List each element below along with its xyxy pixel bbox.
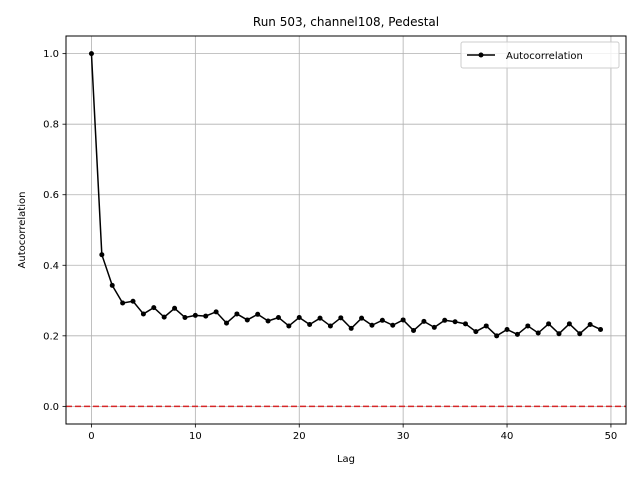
- data-point: [296, 314, 302, 320]
- data-point: [379, 317, 385, 323]
- x-tick-label: 10: [189, 431, 202, 442]
- plot-area-frame: [65, 35, 627, 425]
- data-point: [265, 318, 271, 324]
- data-point: [88, 51, 94, 57]
- x-axis-ticks: 0 10 20 30 40 50: [88, 424, 617, 442]
- data-point: [317, 315, 323, 321]
- data-point: [400, 317, 406, 323]
- data-point: [203, 313, 209, 319]
- data-point: [462, 321, 468, 327]
- y-axis-ticks: 0.0 0.2 0.4 0.6 0.8 1.0: [43, 49, 66, 413]
- data-point: [431, 324, 437, 330]
- y-tick-label: 0.8: [43, 120, 59, 131]
- data-point: [348, 325, 354, 331]
- data-series: [88, 51, 604, 339]
- x-tick-label: 20: [293, 431, 306, 442]
- data-point: [172, 305, 178, 311]
- data-point: [307, 322, 313, 328]
- data-point: [244, 317, 250, 323]
- data-point: [390, 322, 396, 328]
- legend-marker-sample: [478, 52, 484, 58]
- data-point: [224, 320, 230, 326]
- data-point: [598, 326, 604, 332]
- data-point: [109, 282, 115, 288]
- x-tick-label: 50: [605, 431, 618, 442]
- data-point: [234, 311, 240, 317]
- data-point: [338, 315, 344, 321]
- y-tick-label: 0.6: [43, 190, 59, 201]
- data-point: [494, 333, 500, 339]
- data-point: [359, 315, 365, 321]
- data-point: [514, 331, 520, 337]
- x-tick-label: 40: [501, 431, 514, 442]
- y-axis-label: Autocorrelation: [17, 192, 28, 269]
- x-tick-label: 0: [88, 431, 94, 442]
- data-point: [483, 323, 489, 329]
- data-point: [327, 323, 333, 329]
- data-point: [161, 314, 167, 320]
- data-point: [546, 321, 552, 327]
- legend: Autocorrelation: [460, 41, 620, 69]
- data-point: [442, 317, 448, 323]
- data-point: [140, 311, 146, 317]
- data-point: [192, 312, 198, 318]
- data-point: [99, 252, 105, 258]
- data-point: [535, 330, 541, 336]
- data-point: [286, 323, 292, 329]
- data-point: [452, 319, 458, 325]
- data-point: [411, 328, 417, 334]
- data-point: [587, 322, 593, 328]
- data-point: [213, 309, 219, 315]
- y-tick-label: 0.4: [43, 261, 59, 272]
- data-point: [421, 318, 427, 324]
- data-point: [182, 314, 188, 320]
- data-point: [504, 326, 510, 332]
- legend-entry-autocorrelation: Autocorrelation: [506, 51, 583, 62]
- data-point: [151, 305, 157, 311]
- data-point: [566, 321, 572, 327]
- data-point: [130, 298, 136, 304]
- chart-title: Run 503, channel108, Pedestal: [253, 15, 439, 29]
- x-axis-label: Lag: [337, 454, 355, 465]
- data-point: [556, 331, 562, 337]
- data-point: [275, 314, 281, 320]
- x-tick-label: 30: [397, 431, 410, 442]
- data-point: [120, 300, 126, 306]
- y-tick-label: 1.0: [43, 49, 59, 60]
- data-point: [369, 322, 375, 328]
- y-tick-label: 0.2: [43, 331, 59, 342]
- y-tick-label: 0.0: [43, 402, 59, 413]
- data-point: [525, 323, 531, 329]
- data-point: [255, 311, 261, 317]
- legend-box: [460, 41, 620, 69]
- data-point: [577, 331, 583, 337]
- data-point: [473, 329, 479, 335]
